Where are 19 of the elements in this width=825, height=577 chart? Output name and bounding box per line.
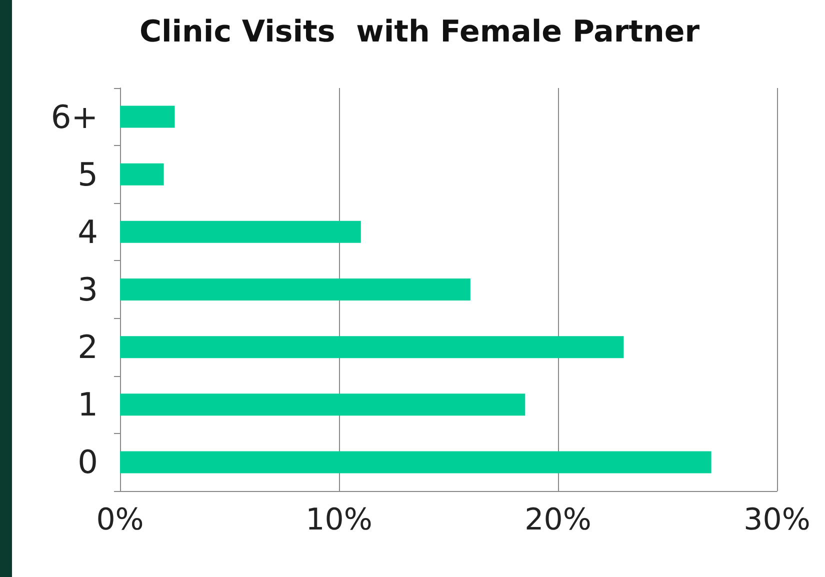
chart-title: Clinic Visits with Female Partner	[139, 14, 700, 50]
y-tick-label: 4	[78, 212, 98, 251]
bar	[120, 106, 175, 128]
x-tick-label: 30%	[744, 502, 810, 538]
bar	[120, 394, 526, 416]
bar	[120, 163, 164, 186]
bar	[120, 278, 470, 300]
bar	[120, 220, 361, 243]
bar	[120, 451, 712, 474]
x-tick-label: 10%	[306, 502, 372, 538]
bar	[120, 336, 624, 358]
y-tick-label: 0	[78, 443, 98, 482]
y-tick-label: 2	[78, 328, 98, 366]
y-tick-label: 3	[78, 270, 98, 308]
y-tick-label: 5	[78, 155, 98, 194]
y-tick-label: 6+	[50, 98, 98, 136]
y-tick-label: 1	[78, 386, 98, 424]
x-tick-label: 0%	[96, 502, 144, 538]
x-tick-label: 20%	[524, 502, 592, 538]
